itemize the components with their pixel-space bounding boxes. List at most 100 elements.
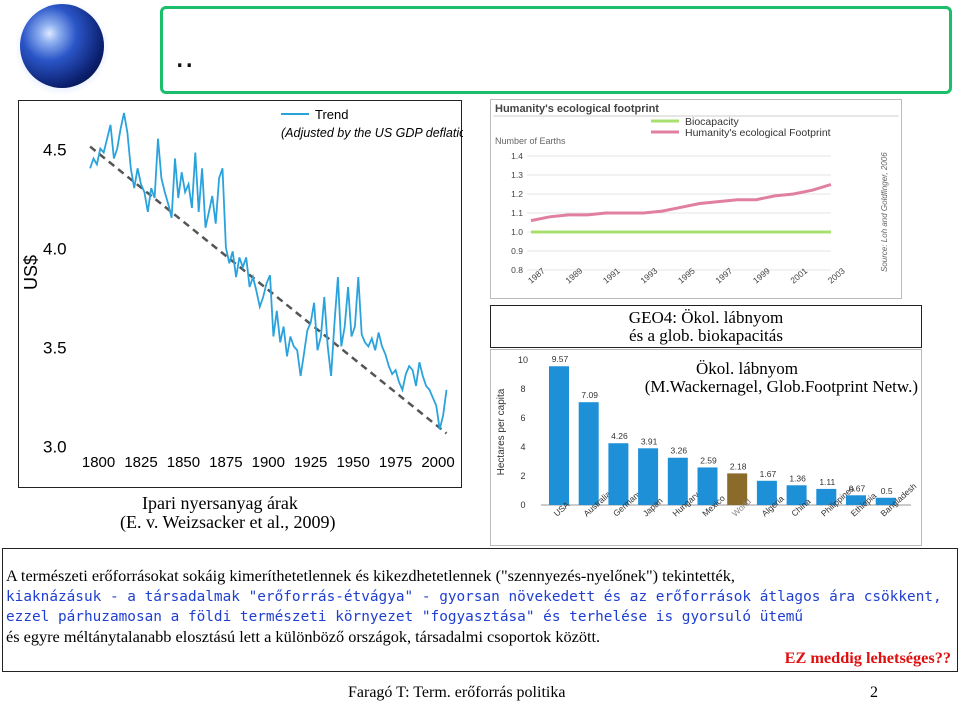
price-chart: 4.5 4.0 3.5 3.0 1800 1825 1850 1875 1900 1925 1950… xyxy=(43,107,477,471)
legend-footprint-label: Humanity's ecological Footprint xyxy=(685,127,831,139)
footprint-ytick: 0.8 xyxy=(511,265,523,275)
footprint-trend-frame: Humanity's ecological footprint Biocapac… xyxy=(490,99,902,299)
bar-value-label: 1.36 xyxy=(789,473,806,483)
bar-ytick: 6 xyxy=(520,413,525,423)
bar-usa xyxy=(549,366,569,505)
bar-value-label: 3.26 xyxy=(671,446,688,456)
bar-australia xyxy=(578,402,599,505)
bar-value-label: 0.67 xyxy=(849,483,866,493)
bar-philippines xyxy=(816,488,837,505)
price-caption: Ipari nyersanyag árak (E. v. Weizsacker … xyxy=(120,494,335,532)
footprint-trend-plot: 1.4 1.3 1.2 1.1 1.0 0.9 0.8 1987 1989 1991 1993 199… xyxy=(511,151,847,286)
bar-algeria xyxy=(756,480,777,505)
price-xtick: 1925 xyxy=(294,454,327,471)
price-xtick: 2000 xyxy=(421,454,454,471)
slide-title-box: .. xyxy=(160,6,952,94)
footprint-trend-chart: Humanity's ecological footprint Biocapac… xyxy=(493,103,899,286)
footprint-ytick: 1.1 xyxy=(511,208,523,218)
bar-value-label: 9.57 xyxy=(552,354,569,364)
price-ylabel-holder: US$ xyxy=(14,255,41,290)
price-xtick: 1800 xyxy=(82,454,115,471)
bar-world xyxy=(727,473,748,505)
footprint-xtick: 1991 xyxy=(601,266,622,286)
price-ytick: 4.5 xyxy=(43,141,67,160)
price-xtick: 1875 xyxy=(209,454,242,471)
footprint-xtick: 2003 xyxy=(826,266,847,286)
footprint-xtick: 1987 xyxy=(526,266,547,286)
footer-text: Faragó T: Term. erőforrás politika xyxy=(348,684,566,701)
footprint-ytick: 0.9 xyxy=(511,246,523,256)
footprint-caption-line1: Ökol. lábnyom xyxy=(696,359,798,378)
text-line-5: EZ meddig lehetséges?? xyxy=(784,648,951,667)
footprint-trend-ylabel: Number of Earths xyxy=(495,136,566,146)
legend-note-label: (Adjusted by the US GDP deflation) xyxy=(281,126,463,140)
price-ytick: 3.5 xyxy=(43,338,67,357)
legend-biocapacity-label: Biocapacity xyxy=(685,116,739,128)
bar-germany xyxy=(608,443,629,505)
price-ylabel: US$ xyxy=(21,254,42,291)
slide-title: .. xyxy=(175,37,194,75)
bar-hungary xyxy=(667,457,688,505)
footprint-bar-frame: Hectares per capita 0 2 4 6 8 10 9.57 USA 7.09 Aus… xyxy=(490,349,922,546)
text-block: A természeti erőforrásokat sokáig kimerí… xyxy=(2,548,958,672)
geo4-caption-line1: GEO4: Ökol. lábnyom xyxy=(628,308,784,327)
price-chart-legend: Trend (Adjusted by the US GDP deflation) xyxy=(281,107,477,140)
text-line-1: A természeti erőforrásokat sokáig kimerí… xyxy=(6,566,735,585)
bar-ytick: 2 xyxy=(520,471,525,481)
bar-value-label: 1.11 xyxy=(819,477,835,487)
footprint-xtick: 1995 xyxy=(676,266,697,286)
bar-china xyxy=(786,485,807,505)
text-line-2: kiaknázásuk - a társadalmak "erőforrás-é… xyxy=(6,589,942,605)
price-xtick: 1850 xyxy=(167,454,200,471)
footprint-xtick: 1997 xyxy=(713,266,734,286)
price-series-line xyxy=(89,112,448,430)
footprint-xtick: 2001 xyxy=(788,266,809,286)
price-ytick: 3.0 xyxy=(43,437,67,456)
legend-trend-label: Trend xyxy=(315,107,348,122)
footprint-ytick: 1.3 xyxy=(511,170,523,180)
bar-value-label: 0.5 xyxy=(881,486,893,496)
bar-japan xyxy=(638,448,659,505)
footprint-caption: Ökol. lábnyom (M.Wackernagel, Glob.Footp… xyxy=(620,360,918,396)
bar-mexico xyxy=(697,467,718,505)
bar-ytick: 8 xyxy=(520,384,525,394)
bar-ytick: 10 xyxy=(518,355,528,365)
price-xtick: 1975 xyxy=(379,454,412,471)
page-number: 2 xyxy=(870,684,878,701)
bar-value-label: 1.67 xyxy=(760,469,777,479)
bar-value-label: 2.18 xyxy=(730,461,747,471)
footprint-ytick: 1.0 xyxy=(511,227,523,237)
price-caption-line2: (E. v. Weizsacker et al., 2009) xyxy=(120,512,336,532)
price-xtick: 1825 xyxy=(124,454,157,471)
bar-value-label: 7.09 xyxy=(581,390,598,400)
footprint-ytick: 1.2 xyxy=(511,189,523,199)
globe-icon xyxy=(20,4,104,88)
footprint-source: Source: Loh and Goldfinger, 2006 xyxy=(880,152,889,272)
text-line-3: ezzel párhuzamosan a földi természeti kö… xyxy=(6,609,804,625)
price-caption-line1: Ipari nyersanyag árak xyxy=(142,493,298,513)
geo4-caption-line2: és a glob. biokapacitás xyxy=(629,326,783,345)
footprint-ytick: 1.4 xyxy=(511,151,523,161)
bar-ethiopia xyxy=(846,495,866,505)
footprint-line xyxy=(530,183,832,223)
price-chart-frame: 4.5 4.0 3.5 3.0 1800 1825 1850 1875 1900 1925 1950… xyxy=(18,100,477,488)
footprint-caption-line2: (M.Wackernagel, Glob.Footprint Netw.) xyxy=(644,377,918,396)
bar-value-label: 4.26 xyxy=(611,431,628,441)
footprint-xtick: 1989 xyxy=(563,266,584,286)
bar-ytick: 4 xyxy=(520,442,525,452)
bar-ytick: 0 xyxy=(520,500,525,510)
price-xtick: 1950 xyxy=(336,454,369,471)
text-line-4: és egyre méltánytalanabb elosztású lett … xyxy=(6,627,601,646)
footprint-xtick: 1993 xyxy=(638,266,659,286)
bar-bangladesh xyxy=(875,497,896,505)
footprint-xtick: 1999 xyxy=(751,266,772,286)
price-ytick: 4.0 xyxy=(43,239,67,258)
footprint-trend-title: Humanity's ecological footprint xyxy=(495,103,659,115)
geo4-caption: GEO4: Ökol. lábnyom és a glob. biokapaci… xyxy=(490,305,922,348)
bar-value-label: 2.59 xyxy=(700,455,717,465)
bar-ylabel: Hectares per capita xyxy=(496,388,507,475)
bar-value-label: 3.91 xyxy=(641,436,658,446)
price-chart-plot: 4.5 4.0 3.5 3.0 1800 1825 1850 1875 1900 1925 1950… xyxy=(43,112,455,471)
